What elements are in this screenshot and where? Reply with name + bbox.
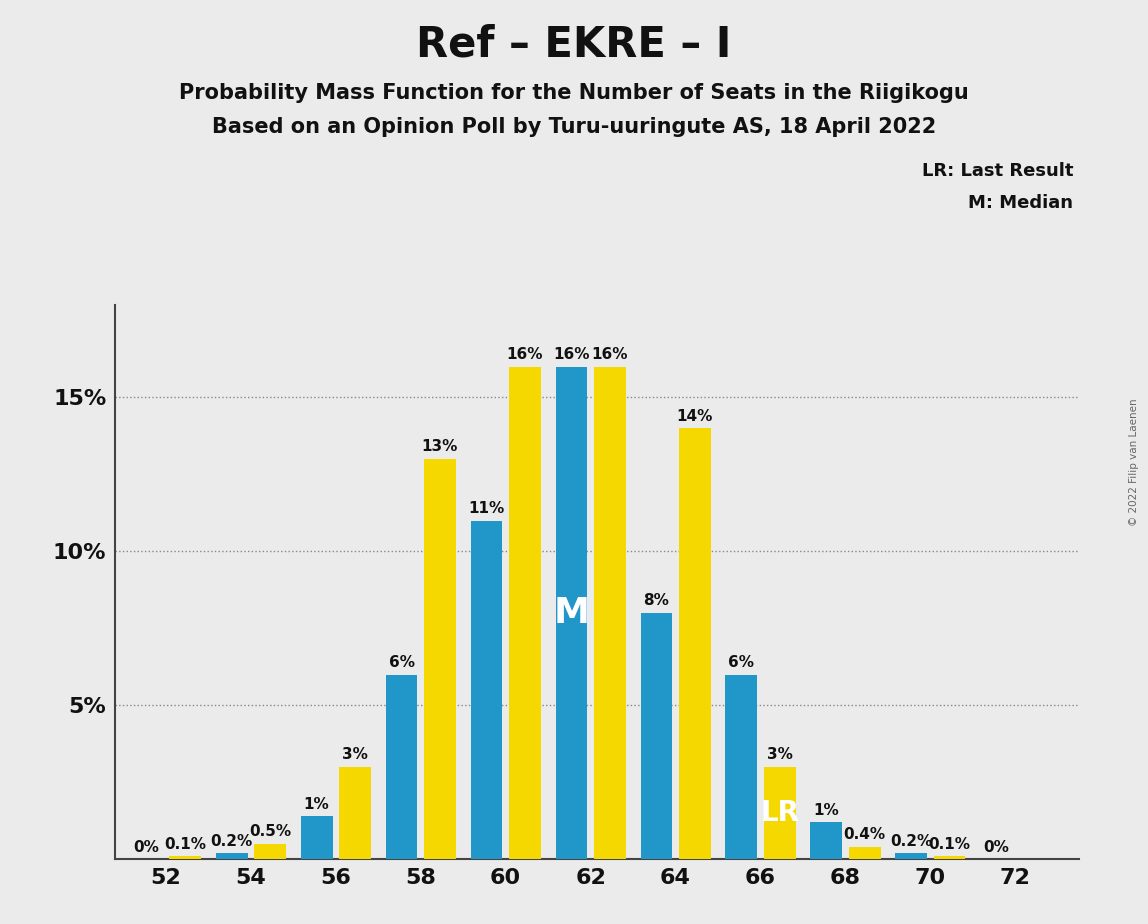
- Text: LR: Last Result: LR: Last Result: [922, 162, 1073, 179]
- Text: 8%: 8%: [644, 593, 669, 608]
- Text: 0.5%: 0.5%: [249, 824, 290, 839]
- Text: © 2022 Filip van Laenen: © 2022 Filip van Laenen: [1130, 398, 1139, 526]
- Bar: [386, 675, 418, 859]
- Bar: [763, 767, 796, 859]
- Bar: [848, 847, 881, 859]
- Bar: [641, 613, 673, 859]
- Text: 0%: 0%: [133, 840, 160, 855]
- Bar: [810, 822, 843, 859]
- Text: 0.2%: 0.2%: [210, 833, 253, 848]
- Bar: [339, 767, 371, 859]
- Text: 3%: 3%: [342, 748, 367, 762]
- Text: 0.1%: 0.1%: [164, 836, 205, 852]
- Text: 0.2%: 0.2%: [890, 833, 932, 848]
- Bar: [556, 367, 588, 859]
- Text: 0%: 0%: [984, 840, 1009, 855]
- Text: 11%: 11%: [468, 501, 505, 516]
- Text: M: Median: M: Median: [969, 194, 1073, 212]
- Text: 16%: 16%: [506, 346, 543, 362]
- Bar: [678, 428, 711, 859]
- Text: 6%: 6%: [388, 655, 414, 670]
- Text: Probability Mass Function for the Number of Seats in the Riigikogu: Probability Mass Function for the Number…: [179, 83, 969, 103]
- Text: 1%: 1%: [304, 796, 329, 811]
- Bar: [895, 853, 928, 859]
- Bar: [254, 844, 286, 859]
- Text: 16%: 16%: [591, 346, 628, 362]
- Text: Based on an Opinion Poll by Turu-uuringute AS, 18 April 2022: Based on an Opinion Poll by Turu-uuringu…: [212, 117, 936, 138]
- Text: 14%: 14%: [676, 408, 713, 423]
- Text: 16%: 16%: [553, 346, 590, 362]
- Text: 0.1%: 0.1%: [929, 836, 970, 852]
- Text: 0.4%: 0.4%: [844, 827, 885, 843]
- Text: M: M: [553, 596, 589, 630]
- Bar: [933, 857, 965, 859]
- Bar: [216, 853, 248, 859]
- Text: 13%: 13%: [421, 439, 458, 455]
- Text: 1%: 1%: [814, 803, 839, 818]
- Bar: [169, 857, 201, 859]
- Text: 3%: 3%: [767, 748, 792, 762]
- Bar: [471, 520, 503, 859]
- Text: Ref – EKRE – I: Ref – EKRE – I: [417, 23, 731, 65]
- Text: LR: LR: [760, 799, 799, 827]
- Bar: [726, 675, 758, 859]
- Text: 6%: 6%: [728, 655, 754, 670]
- Bar: [509, 367, 541, 859]
- Bar: [594, 367, 626, 859]
- Bar: [424, 459, 456, 859]
- Bar: [301, 816, 333, 859]
